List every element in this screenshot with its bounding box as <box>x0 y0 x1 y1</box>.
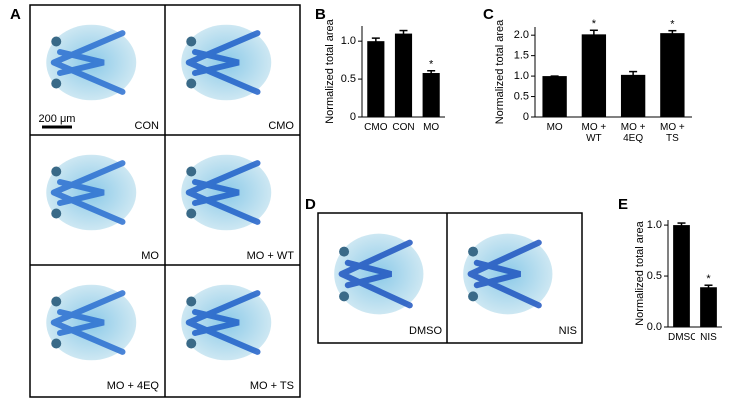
cartilage <box>185 290 261 355</box>
cartilage <box>50 290 126 355</box>
y-axis-title: Normalized total area <box>634 220 646 325</box>
image-caption: MO <box>141 250 159 262</box>
y-tick-label: 2.0 <box>514 29 529 41</box>
scale-bar-label: 200 μm <box>39 113 76 125</box>
x-tick-label-box: MO <box>546 122 563 133</box>
cartilage <box>50 30 126 95</box>
eye <box>186 36 197 47</box>
y-tick-label: 0.5 <box>514 90 529 102</box>
x-tick-label: MO <box>546 122 563 133</box>
image-caption: NIS <box>559 325 577 337</box>
bar <box>673 225 690 327</box>
eye <box>339 291 350 302</box>
y-axis-title: Normalized total area <box>324 18 336 123</box>
bar <box>620 74 646 117</box>
cartilage <box>185 160 261 225</box>
bar <box>581 34 607 118</box>
eye <box>186 78 197 89</box>
x-tick-label-box: MO + 4EQ <box>620 122 646 144</box>
image-caption: CON <box>135 120 160 132</box>
x-tick-label-box: CMO <box>364 122 388 133</box>
image-caption: MO + WT <box>247 250 295 262</box>
x-tick-label: MO + WT <box>581 122 607 144</box>
eye <box>186 338 197 349</box>
panel-label: B <box>315 6 326 23</box>
y-tick-label: 1.0 <box>514 70 529 82</box>
x-tick-label: NIS <box>700 332 717 343</box>
cartilage <box>338 239 413 309</box>
panel-label: A <box>10 6 21 23</box>
x-tick-label: CMO <box>364 122 388 133</box>
cartilage <box>467 239 542 309</box>
eye <box>51 166 62 177</box>
eye <box>339 246 350 257</box>
specimen <box>334 233 424 315</box>
y-tick-label: 0.5 <box>341 73 356 85</box>
bar <box>542 76 567 117</box>
eye <box>51 296 62 307</box>
x-tick-label: DMSO <box>668 332 695 343</box>
x-tick-label: MO + 4EQ <box>620 122 646 144</box>
y-tick-label: 0.0 <box>647 321 662 333</box>
y-tick-label: 0 <box>350 111 356 123</box>
y-axis-title: Normalized total area <box>494 19 506 124</box>
specimen <box>463 233 553 315</box>
x-tick-label-box: MO + WT <box>581 122 607 144</box>
x-tick-label-box: MO <box>423 122 440 133</box>
eye <box>186 296 197 307</box>
significance-mark: * <box>592 18 597 30</box>
eye <box>468 291 479 302</box>
y-tick-label: 0 <box>523 111 529 123</box>
panel-label: C <box>483 6 494 23</box>
panel-d-images <box>317 212 583 344</box>
bar <box>394 33 413 118</box>
x-tick-label-box: DMSO <box>668 332 695 343</box>
y-tick-label: 1.5 <box>514 50 529 62</box>
bar <box>367 41 385 117</box>
eye <box>51 36 62 47</box>
eye <box>51 78 62 89</box>
cartilage <box>185 30 261 95</box>
eye <box>468 246 479 257</box>
significance-mark: * <box>670 19 675 31</box>
x-tick-label-box: MO + TS <box>660 122 685 144</box>
y-tick-label: 1.0 <box>341 35 356 47</box>
x-tick-label-box: NIS <box>700 332 717 343</box>
panel-a-images <box>29 4 301 398</box>
x-tick-label: MO <box>423 122 440 133</box>
bar <box>660 33 685 117</box>
eye <box>186 166 197 177</box>
panel-label: E <box>618 196 628 213</box>
image-caption: DMSO <box>409 325 442 337</box>
image-caption: MO + 4EQ <box>107 380 160 392</box>
panel-label: D <box>305 196 316 213</box>
bar <box>700 287 717 327</box>
image-caption: CMO <box>268 120 294 132</box>
image-caption: MO + TS <box>250 380 294 392</box>
eye <box>51 338 62 349</box>
eye <box>186 208 197 219</box>
x-tick-label: MO + TS <box>660 122 685 144</box>
x-tick-label: CON <box>392 122 415 133</box>
x-tick-label-box: CON <box>392 122 415 133</box>
y-tick-label: 1.0 <box>647 219 662 231</box>
y-tick-label: 0.5 <box>647 270 662 282</box>
bar <box>422 73 440 117</box>
cartilage <box>50 160 126 225</box>
eye <box>51 208 62 219</box>
significance-mark: * <box>706 273 711 285</box>
significance-mark: * <box>429 59 434 71</box>
